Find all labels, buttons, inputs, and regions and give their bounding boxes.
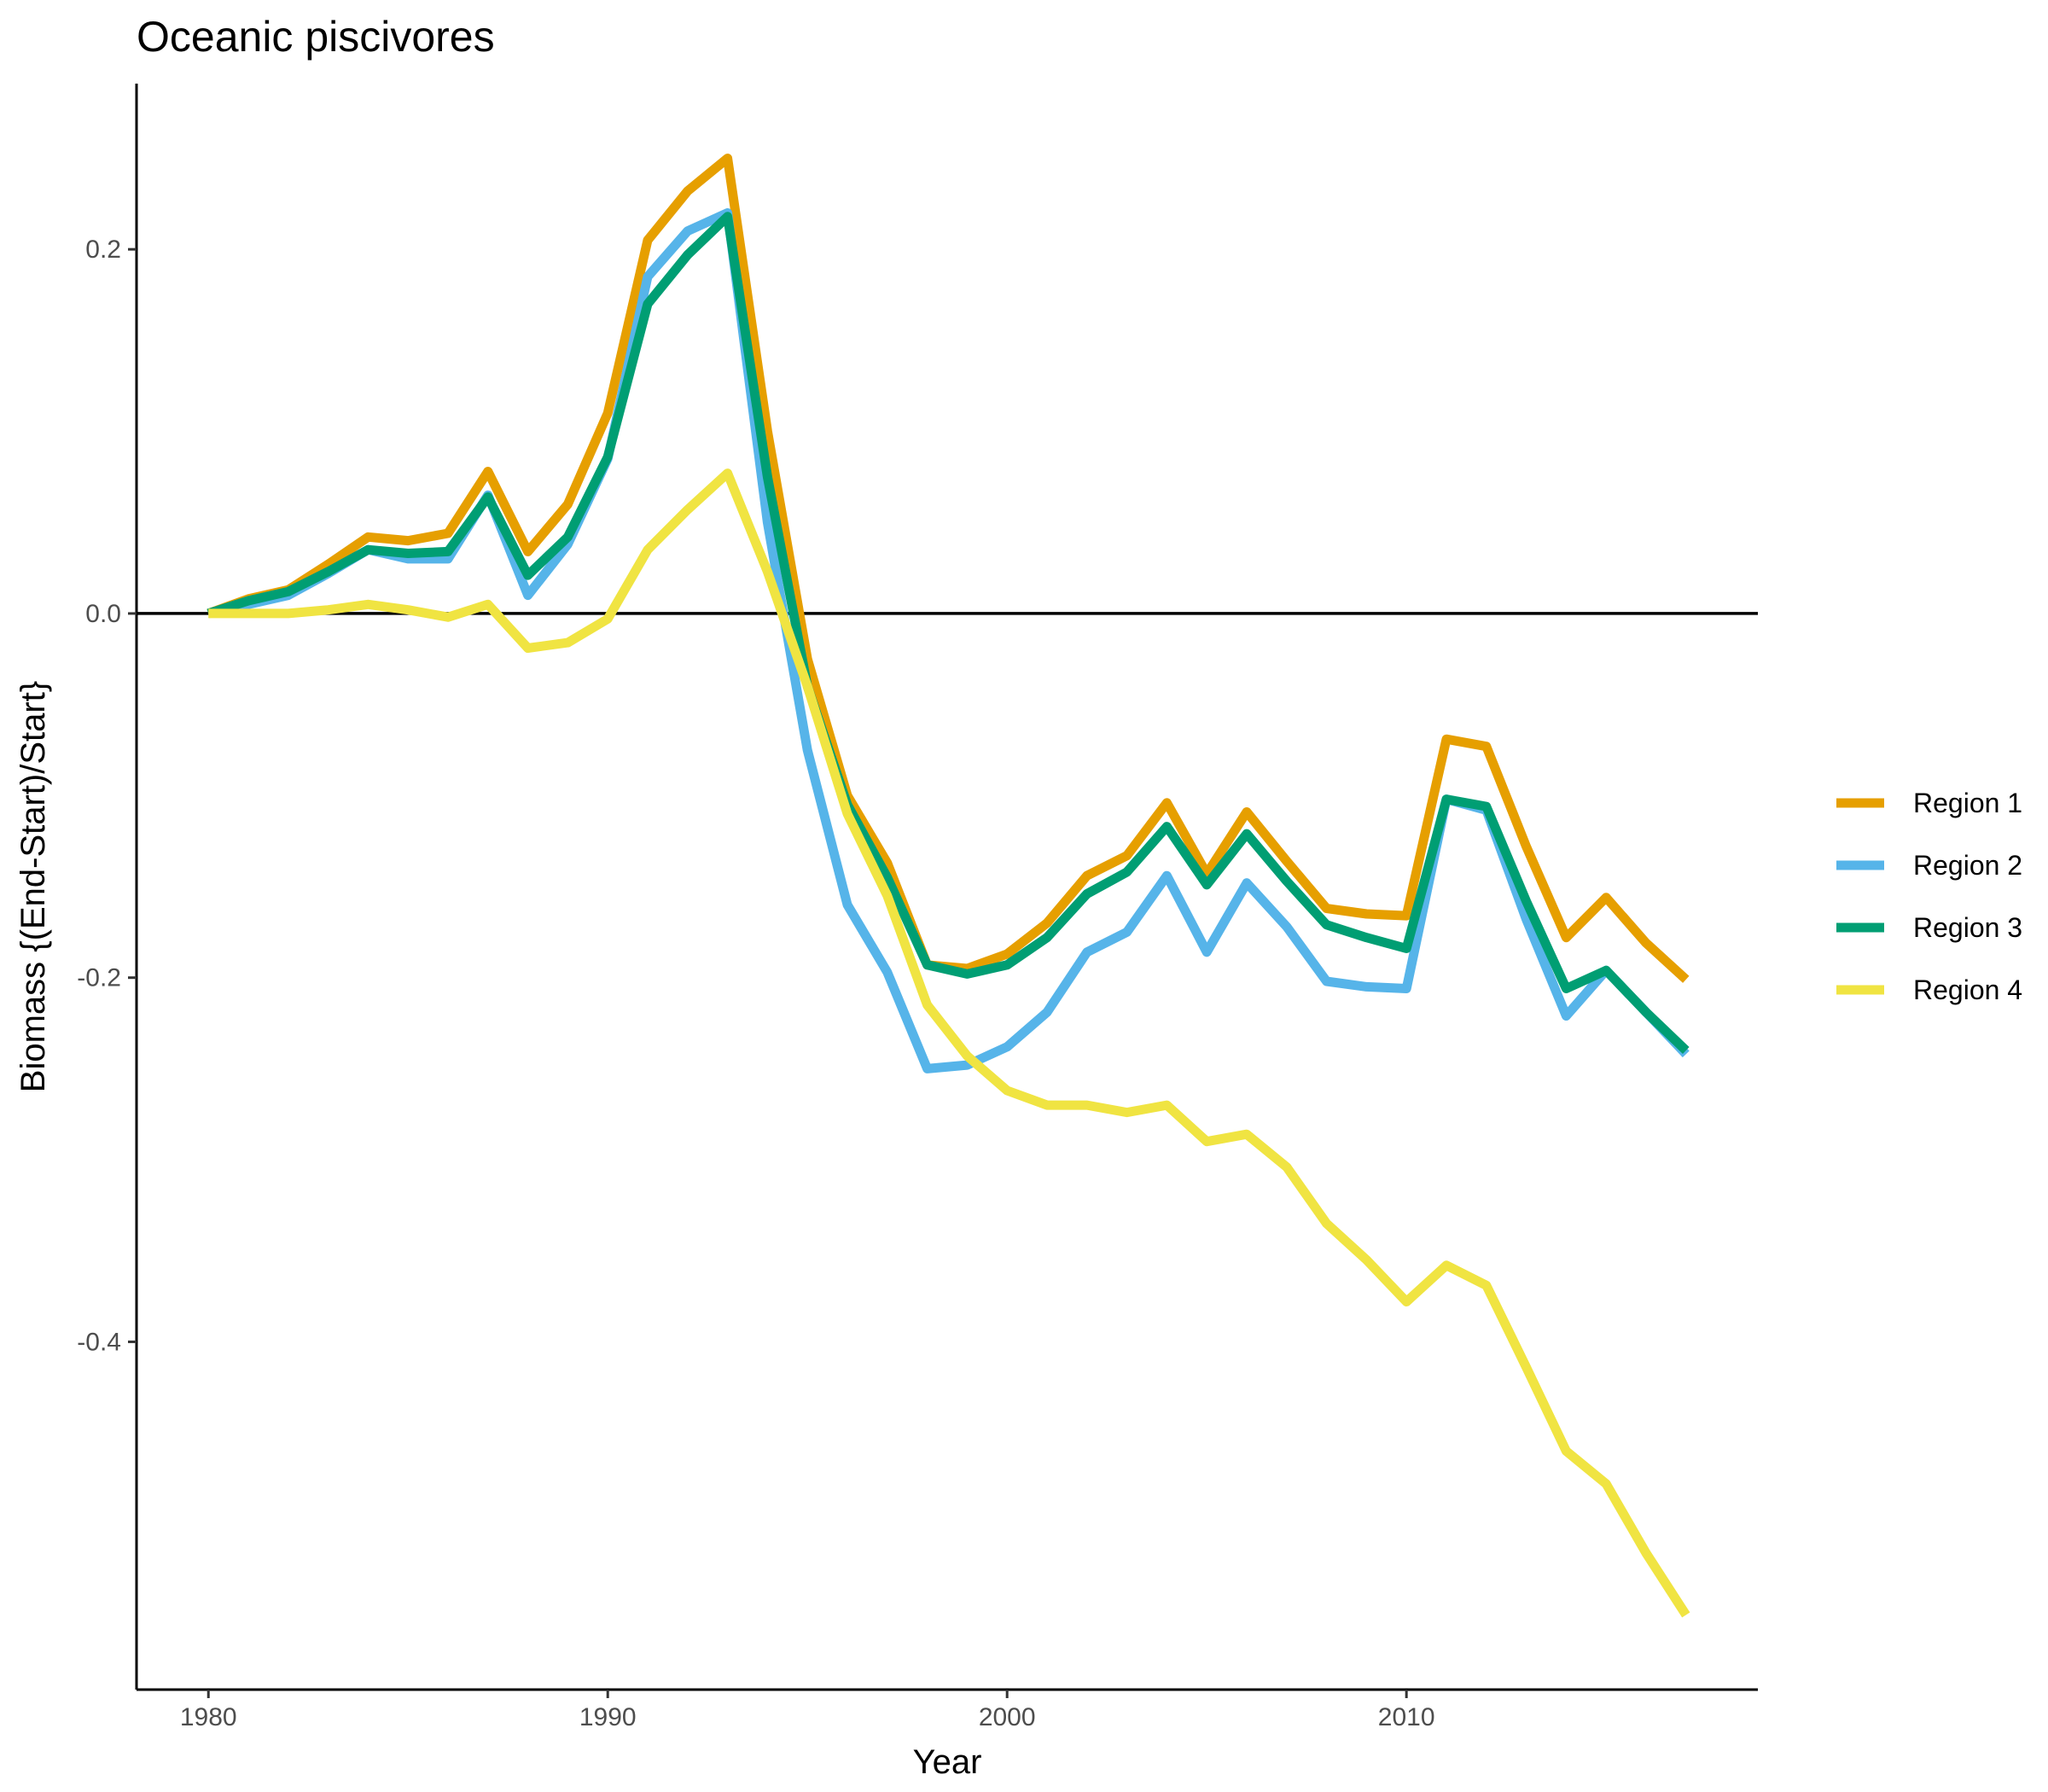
x-tick-label: 1980: [180, 1703, 237, 1731]
y-tick-label: -0.2: [77, 964, 121, 992]
chart-title: Oceanic piscivores: [137, 13, 495, 61]
series-lines: [207, 154, 1690, 1618]
legend-label: Region 3: [1913, 912, 2022, 943]
x-tick-label: 2010: [1378, 1703, 1435, 1731]
series-line-region-1: [207, 154, 1690, 983]
y-tick-label: 0.0: [85, 600, 121, 628]
x-axis-title: Year: [913, 1743, 982, 1781]
legend-label: Region 4: [1913, 975, 2022, 1005]
y-axis-title: Biomass {(End-Start)/Start}: [15, 681, 52, 1092]
legend-label: Region 2: [1913, 850, 2022, 881]
x-tick-label: 2000: [979, 1703, 1036, 1731]
series-line-region-3: [207, 212, 1690, 1054]
series-line-region-4: [208, 468, 1690, 1618]
legend: Region 1 Region 2 Region 3 Region 4: [1836, 788, 2022, 1005]
x-tick-label: 1990: [579, 1703, 637, 1731]
y-tick-label: 0.2: [85, 236, 121, 264]
y-axis-ticks: 0.2 0.0 -0.2 -0.4: [77, 236, 137, 1356]
legend-label: Region 1: [1913, 788, 2022, 818]
y-tick-label: -0.4: [77, 1328, 121, 1356]
x-axis-ticks: 1980 1990 2000 2010: [180, 1690, 1435, 1731]
series-line-region-2: [207, 208, 1690, 1073]
